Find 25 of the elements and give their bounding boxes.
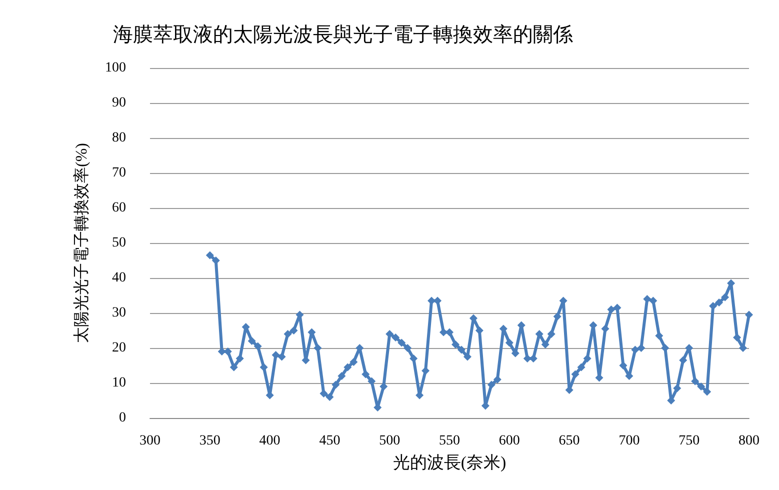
y-tick-label: 80 bbox=[112, 130, 126, 146]
x-tick-label: 450 bbox=[319, 434, 340, 448]
x-tick-label: 400 bbox=[259, 434, 280, 448]
x-axis-title: 光的波長(奈米) bbox=[392, 453, 506, 472]
y-tick-label: 20 bbox=[112, 340, 126, 356]
x-tick-label: 750 bbox=[678, 434, 700, 448]
y-tick-label: 70 bbox=[112, 166, 126, 180]
x-tick-label: 600 bbox=[498, 434, 520, 448]
x-tick-label: 650 bbox=[558, 434, 580, 448]
y-tick-label: 100 bbox=[105, 60, 126, 76]
x-tick-label: 300 bbox=[140, 434, 160, 448]
x-tick-label: 700 bbox=[618, 434, 640, 448]
y-tick-label: 40 bbox=[112, 270, 126, 286]
y-tick-label: 90 bbox=[112, 96, 126, 110]
chart-title: 海膜萃取液的太陽光波長與光子電子轉換效率的關係 bbox=[113, 24, 573, 46]
y-tick-label: 50 bbox=[112, 236, 126, 250]
x-tick-label: 500 bbox=[379, 434, 400, 448]
y-tick-label: 0 bbox=[119, 410, 126, 426]
x-tick-label: 550 bbox=[439, 434, 460, 448]
x-tick-label: 800 bbox=[738, 434, 760, 448]
y-tick-label: 60 bbox=[112, 200, 126, 216]
y-axis-title: 太陽光光子電子轉換效率(%) bbox=[72, 143, 90, 343]
x-tick-label: 350 bbox=[199, 434, 220, 448]
y-tick-label: 30 bbox=[112, 306, 126, 320]
y-tick-label: 10 bbox=[112, 376, 126, 390]
